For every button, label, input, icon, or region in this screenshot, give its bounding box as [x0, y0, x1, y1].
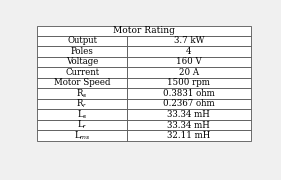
Text: 4: 4	[186, 47, 192, 56]
Bar	[37, 35, 127, 46]
Text: 3.7 kW: 3.7 kW	[174, 36, 204, 45]
Bar	[37, 67, 127, 78]
Bar	[127, 57, 251, 67]
Text: 160 V: 160 V	[176, 57, 202, 66]
Bar	[37, 99, 127, 109]
Bar	[37, 57, 127, 67]
Bar	[37, 130, 127, 141]
Bar	[127, 78, 251, 88]
Text: 32.11 mH: 32.11 mH	[167, 131, 210, 140]
Text: R$_r$: R$_r$	[76, 98, 88, 110]
Bar	[37, 26, 251, 35]
Text: R$_s$: R$_s$	[76, 87, 88, 100]
Text: L$_{ms}$: L$_{ms}$	[74, 129, 90, 142]
Bar	[127, 35, 251, 46]
Text: 1500 rpm: 1500 rpm	[167, 78, 210, 87]
Text: 33.34 mH: 33.34 mH	[167, 120, 210, 129]
Bar	[37, 78, 127, 88]
Text: Voltage: Voltage	[66, 57, 98, 66]
Text: 33.34 mH: 33.34 mH	[167, 110, 210, 119]
Text: Motor Rating: Motor Rating	[113, 26, 175, 35]
Text: Output: Output	[67, 36, 97, 45]
Bar	[127, 46, 251, 57]
Bar	[127, 67, 251, 78]
Text: L$_s$: L$_s$	[77, 108, 87, 121]
Bar	[37, 120, 127, 130]
Text: 0.3831 ohm: 0.3831 ohm	[163, 89, 215, 98]
Text: Poles: Poles	[71, 47, 94, 56]
Bar	[37, 46, 127, 57]
Bar	[37, 88, 127, 99]
Bar	[127, 88, 251, 99]
Text: Current: Current	[65, 68, 99, 77]
Text: Motor Speed: Motor Speed	[54, 78, 110, 87]
Bar	[127, 99, 251, 109]
Text: L$_r$: L$_r$	[77, 119, 87, 131]
Text: 20 A: 20 A	[179, 68, 199, 77]
Bar	[127, 109, 251, 120]
Bar	[127, 120, 251, 130]
Text: 0.2367 ohm: 0.2367 ohm	[163, 100, 215, 109]
Bar	[127, 130, 251, 141]
Bar	[37, 109, 127, 120]
